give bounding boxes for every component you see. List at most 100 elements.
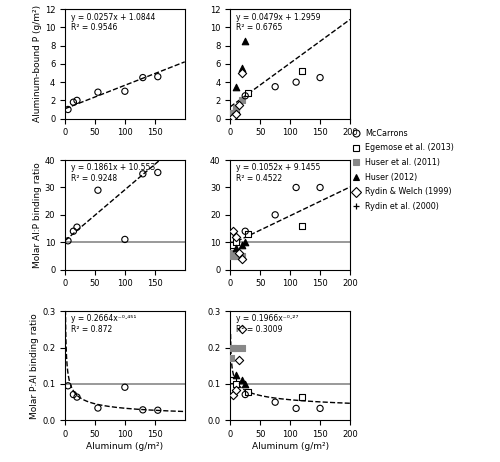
Point — [94, 404, 102, 412]
Point — [238, 241, 246, 249]
Point — [244, 389, 252, 396]
Point — [154, 407, 162, 414]
Text: y = 0.1861x + 10.553
R² = 0.9248: y = 0.1861x + 10.553 R² = 0.9248 — [71, 164, 155, 183]
Point — [241, 92, 249, 99]
Text: y = 0.1966x⁻⁰⋅²⁷
R² = 0.3009: y = 0.1966x⁻⁰⋅²⁷ R² = 0.3009 — [236, 314, 298, 334]
Point — [292, 405, 300, 412]
Point — [238, 255, 246, 262]
Y-axis label: Aluminum-bound P (g/m²): Aluminum-bound P (g/m²) — [33, 6, 42, 122]
Point — [228, 111, 235, 119]
Point — [229, 113, 237, 121]
Point — [229, 391, 237, 398]
Point — [316, 74, 324, 81]
Point — [228, 241, 235, 249]
Point — [235, 356, 243, 363]
Point — [235, 236, 243, 243]
Point — [232, 110, 240, 118]
Point — [244, 230, 252, 237]
Point — [73, 97, 81, 104]
Point — [229, 241, 237, 249]
Point — [232, 344, 240, 351]
X-axis label: Aluminum (g/m²): Aluminum (g/m²) — [252, 442, 328, 451]
Point — [271, 399, 279, 406]
Point — [229, 110, 237, 118]
X-axis label: Aluminum (g/m²): Aluminum (g/m²) — [86, 442, 164, 451]
Legend: McCarrons, Egemose et al. (2013), Huser et al. (2011), Huser (2012), Rydin & Wel: McCarrons, Egemose et al. (2013), Huser … — [352, 129, 454, 211]
Text: y = 0.0257x + 1.0844
R² = 0.9546: y = 0.0257x + 1.0844 R² = 0.9546 — [71, 12, 156, 32]
Point — [229, 344, 237, 351]
Point — [241, 391, 249, 398]
Point — [154, 73, 162, 80]
Point — [232, 108, 240, 115]
Point — [64, 382, 72, 389]
Point — [271, 211, 279, 219]
Point — [232, 371, 240, 378]
Point — [238, 377, 246, 384]
Point — [121, 88, 129, 95]
Point — [232, 83, 240, 91]
Point — [139, 170, 147, 177]
Point — [238, 344, 246, 351]
Point — [292, 184, 300, 191]
Point — [139, 406, 147, 413]
Point — [229, 228, 237, 235]
Point — [232, 380, 240, 388]
Point — [154, 169, 162, 176]
Text: y = 0.1052x + 9.1455
R² = 0.4522: y = 0.1052x + 9.1455 R² = 0.4522 — [236, 164, 320, 183]
Point — [244, 389, 252, 396]
Point — [235, 101, 243, 109]
Point — [238, 252, 246, 260]
Point — [229, 252, 237, 260]
Point — [298, 222, 306, 230]
Point — [238, 97, 246, 104]
Point — [228, 112, 235, 120]
Point — [232, 252, 240, 260]
Point — [73, 394, 81, 401]
Point — [316, 405, 324, 412]
Point — [64, 237, 72, 244]
Point — [64, 106, 72, 113]
Text: y = 0.0479x + 1.2959
R² = 0.6765: y = 0.0479x + 1.2959 R² = 0.6765 — [236, 12, 320, 32]
Point — [241, 238, 249, 246]
Point — [70, 391, 78, 398]
Point — [238, 65, 246, 72]
Point — [70, 98, 78, 106]
Point — [232, 233, 240, 240]
Point — [238, 69, 246, 77]
Point — [70, 228, 78, 235]
Point — [238, 326, 246, 333]
Point — [229, 377, 237, 384]
Point — [94, 88, 102, 96]
Point — [241, 228, 249, 235]
Point — [292, 79, 300, 86]
Point — [235, 249, 243, 257]
Point — [244, 89, 252, 97]
Point — [244, 74, 252, 81]
Point — [235, 83, 243, 91]
Point — [232, 244, 240, 251]
Point — [256, 389, 264, 396]
Point — [139, 74, 147, 81]
Point — [271, 83, 279, 91]
Point — [228, 249, 235, 257]
Point — [256, 65, 264, 72]
Point — [235, 383, 243, 391]
Point — [232, 238, 240, 246]
Point — [316, 184, 324, 191]
Point — [229, 109, 237, 117]
Point — [256, 230, 264, 237]
Point — [241, 37, 249, 45]
Point — [121, 236, 129, 243]
Point — [298, 67, 306, 75]
Point — [232, 387, 240, 394]
Text: y = 0.2664x⁻⁰⋅⁴⁵¹
R² = 0.872: y = 0.2664x⁻⁰⋅⁴⁵¹ R² = 0.872 — [71, 314, 136, 334]
Point — [121, 383, 129, 391]
Y-axis label: Molar P:Al binding ratio: Molar P:Al binding ratio — [30, 313, 39, 419]
Y-axis label: Molar Al:P binding ratio: Molar Al:P binding ratio — [33, 162, 42, 267]
Point — [73, 224, 81, 231]
Point — [244, 230, 252, 237]
Point — [298, 394, 306, 401]
Point — [94, 187, 102, 194]
Point — [228, 377, 235, 384]
Point — [232, 104, 240, 111]
